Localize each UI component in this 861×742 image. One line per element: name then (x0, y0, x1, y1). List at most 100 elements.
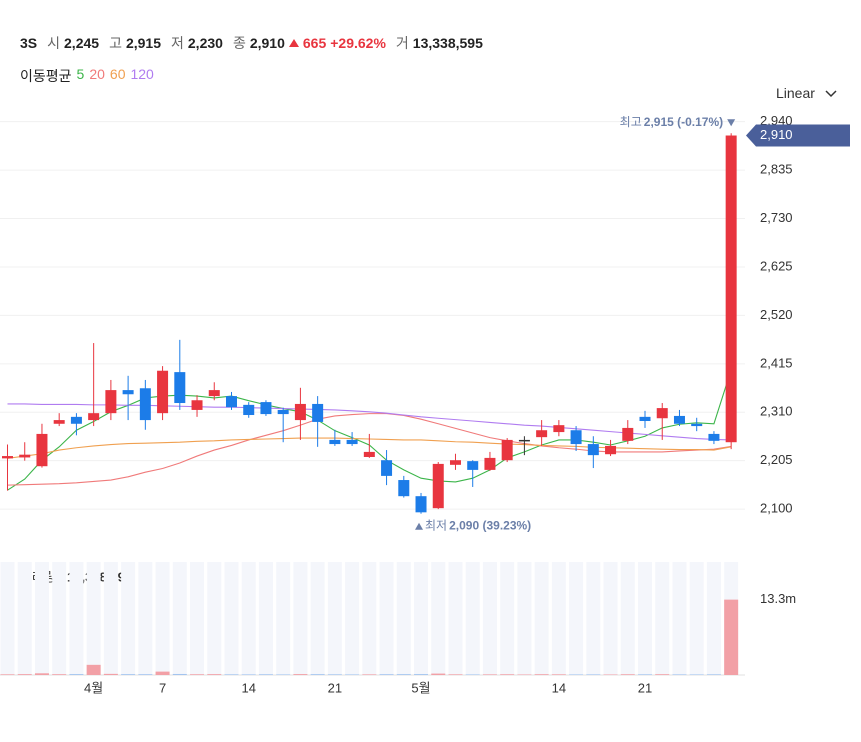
y-tick-label: 2,625 (760, 258, 793, 273)
volume-slot (396, 562, 411, 675)
candle-body (139, 388, 151, 421)
volume-bar (586, 674, 601, 675)
volume-slot (603, 562, 618, 675)
volume-slot (379, 562, 394, 675)
volume-slot (414, 562, 429, 675)
volume-bar (0, 674, 15, 675)
volume-slot (190, 562, 205, 675)
volume-bar (224, 674, 239, 675)
volume-bar (517, 674, 532, 675)
y-tick-label: 2,205 (760, 452, 793, 467)
change-pct: +29.62% (330, 35, 386, 51)
volume-slot (86, 562, 101, 675)
ma-legend-item: 5 (76, 66, 85, 82)
volume-slot (258, 562, 273, 675)
candle-body (673, 415, 685, 424)
volume-slot (465, 562, 480, 675)
up-arrow (288, 39, 299, 47)
volume-bar (672, 674, 687, 675)
chevron (825, 90, 837, 98)
candle-body (570, 430, 582, 445)
volume-slot (52, 562, 67, 675)
candle-body (622, 427, 634, 441)
volume-bar (52, 674, 67, 675)
ma-legend-item: 20 (89, 66, 105, 82)
candle-body (329, 439, 341, 445)
candle-body (467, 461, 479, 470)
scale-dropdown[interactable]: Linear (776, 85, 837, 101)
y-tick-label: 2,100 (760, 501, 793, 516)
candle-body (725, 135, 737, 443)
volume-bar (207, 674, 222, 675)
volume-bar (276, 674, 291, 675)
x-tick-label: 7 (159, 680, 166, 695)
candle-body (191, 400, 203, 410)
candle-body (19, 454, 31, 458)
volume-slot (138, 562, 153, 675)
candle-body (88, 413, 100, 421)
volume-bar (431, 673, 446, 675)
price-tag (746, 124, 850, 147)
volume-slot (534, 562, 549, 675)
volume-slot (706, 562, 721, 675)
ma-line (7, 403, 732, 441)
ma-legend-item: 60 (109, 66, 126, 82)
volume-bar (69, 674, 84, 675)
x-tick-label: 5월 (411, 680, 430, 695)
change: 665 (302, 35, 327, 51)
high: 2,915 (125, 35, 161, 51)
candle-body (432, 463, 444, 509)
volume: 13,338,595 (412, 35, 483, 51)
volume-bar (500, 674, 515, 675)
max-prefix: 최고 (620, 115, 642, 129)
volume-slot (345, 562, 360, 675)
price-tag-label: 2,910 (760, 127, 793, 142)
x-tick-label: 21 (638, 680, 652, 695)
volume-slot (448, 562, 463, 675)
ma-legend: 이동평균 5 20 60 120 (20, 66, 154, 86)
volume-tick-label: 13.3m (760, 591, 796, 606)
max-arrow (727, 119, 736, 127)
candle-body (105, 390, 117, 414)
volume-slot (431, 562, 446, 675)
volume-title: 거래량 (20, 569, 56, 584)
ma-line (7, 437, 732, 459)
volume-bar (310, 674, 325, 675)
close-label: 종 (232, 35, 246, 51)
candle-body (53, 420, 65, 424)
candle-body (2, 456, 13, 459)
ma-line (7, 369, 732, 491)
volume-bar (396, 674, 411, 675)
volume-bar (482, 674, 497, 675)
volume-bar (327, 674, 342, 675)
candle-body (587, 444, 599, 456)
volume-slot (276, 562, 291, 675)
volume-slot (172, 562, 187, 675)
candle-body (225, 396, 237, 408)
candle-body (691, 423, 703, 427)
volume-bar (448, 674, 463, 675)
volume-bar (172, 673, 187, 675)
min-prefix: 최저 (425, 519, 447, 533)
volume-bar (414, 674, 429, 675)
volume-bar (103, 673, 118, 675)
candle-body (122, 390, 134, 395)
candle-body (36, 433, 48, 467)
volume-slot (569, 562, 584, 675)
candle-body (518, 439, 530, 442)
volume-bar (689, 674, 704, 675)
volume-bar (724, 599, 739, 675)
volume-slot (327, 562, 342, 675)
low-label: 저 (171, 35, 184, 51)
scale-mode[interactable]: Linear (776, 85, 815, 101)
candle-body (208, 390, 220, 397)
volume-bar (465, 674, 480, 675)
candle-body (501, 439, 513, 461)
candle-body (174, 372, 186, 404)
volume-bar (155, 671, 170, 675)
volume-slot (293, 562, 308, 675)
volume-slot (103, 562, 118, 675)
volume-slot (724, 562, 739, 675)
candle-body (639, 416, 651, 422)
